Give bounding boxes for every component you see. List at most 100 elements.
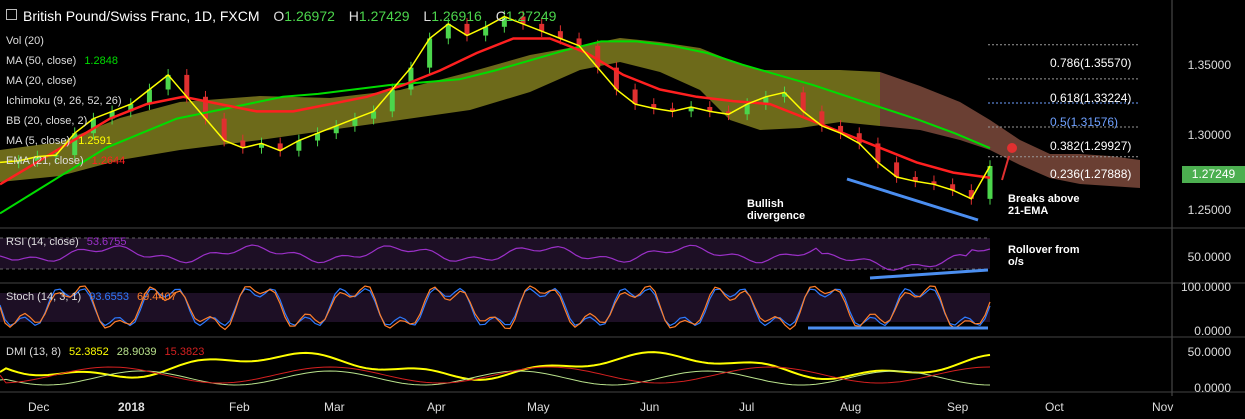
candle-body (184, 74, 190, 97)
indicator-label: MA (5, close) (6, 135, 71, 147)
annotation-line: Breaks above (1008, 193, 1080, 205)
x-label: 2018 (118, 400, 145, 414)
indicator-label: EMA (21, close) (6, 155, 84, 167)
rsi-band (0, 238, 990, 269)
dmi-minus-line (0, 366, 991, 384)
dmi-adx-value: 52.3852 (69, 346, 109, 358)
candle-body (595, 45, 601, 68)
candle-body (725, 111, 731, 115)
candle-body (576, 38, 582, 46)
candle-body (483, 26, 489, 36)
indicator-value: 1.2591 (78, 135, 112, 147)
dmi-legend[interactable]: DMI (13, 8) 52.3852 28.9039 15.3823 (6, 346, 204, 358)
dmi-tick: 50.0000 (1187, 345, 1231, 359)
indicator-value: 1.2848 (84, 55, 118, 67)
annotation-bullish-divergence: Bullish divergence (747, 198, 805, 222)
candle-body (221, 118, 227, 141)
x-label: May (527, 400, 550, 414)
fib-label: 0.5(1.31576) (1050, 115, 1119, 129)
candle-body (277, 143, 283, 151)
candle-body (128, 104, 134, 112)
fib-label: 0.382(1.29927) (1050, 139, 1132, 153)
candle-body (90, 118, 96, 134)
annotation-line: Bullish (747, 198, 784, 210)
collapse-icon[interactable] (6, 9, 17, 20)
candle-body (950, 184, 956, 191)
indicator-ma20[interactable]: MA (20, close) (6, 75, 76, 87)
chart-title: British Pound/Swiss Franc, 1D, FXCM (23, 8, 260, 24)
candle-body (333, 125, 339, 134)
candle-body (800, 92, 806, 112)
indicator-bb[interactable]: BB (20, close, 2) (6, 115, 87, 127)
dmi-minus-value: 15.3823 (164, 346, 205, 358)
annotation-line: o/s (1008, 256, 1024, 268)
stoch-legend[interactable]: Stoch (14, 3, 1) 93.6553 69.4407 (6, 291, 177, 303)
candle-body (539, 23, 545, 32)
ohlc-close-label: C (495, 8, 506, 24)
rsi-label: RSI (14, close) (6, 236, 79, 248)
candle-body (72, 133, 78, 156)
candle-body (389, 89, 395, 112)
dmi-plus-line (0, 370, 991, 386)
ema21-line (0, 37, 991, 186)
target-arrow (1001, 155, 1010, 181)
candle-body (763, 96, 769, 105)
indicator-label: BB (20, close, 2) (6, 115, 88, 127)
candle-body (968, 190, 974, 199)
indicator-vol[interactable]: Vol (20) (6, 35, 44, 47)
candle-body (371, 111, 377, 119)
ichimoku-cloud-bull (0, 38, 880, 182)
price-tick: 1.25000 (1187, 203, 1231, 217)
annotation-breaks-ema: Breaks above 21-EMA (1008, 193, 1080, 217)
dmi-adx-line (0, 351, 991, 381)
candle-body (669, 108, 675, 112)
candle-body (427, 38, 433, 68)
candle-body (707, 106, 713, 112)
x-label: Jun (640, 400, 660, 414)
ohlc-high-label: H (348, 8, 359, 24)
indicator-ema21[interactable]: EMA (21, close) 1.2644 (6, 155, 125, 167)
last-price-tag: 1.27249 (1182, 166, 1245, 183)
stoch-tick: 100.0000 (1180, 280, 1231, 294)
ohlc-open-value: 1.26972 (284, 8, 335, 24)
rsi-divergence-line (869, 268, 989, 280)
candle-body (501, 16, 507, 27)
candle-body (782, 92, 788, 97)
fib-label: 0.786(1.35570) (1050, 56, 1132, 70)
annotation-line: divergence (747, 210, 806, 222)
ma5-line (0, 15, 991, 200)
ohlc-low-value: 1.26916 (431, 8, 482, 24)
stoch-d-value: 69.4407 (136, 291, 177, 303)
candle-body (744, 104, 750, 115)
ma50-line (0, 40, 991, 215)
indicator-ma50[interactable]: MA (50, close) 1.2848 (6, 55, 118, 67)
rsi-value: 53.6755 (86, 236, 127, 248)
candle-body (875, 143, 881, 163)
indicator-ma5[interactable]: MA (5, close) 1.2591 (6, 135, 112, 147)
candle-body (146, 89, 152, 105)
x-label: Sep (947, 400, 969, 414)
target-marker (1007, 143, 1017, 153)
candle-body (296, 140, 302, 151)
rsi-line (0, 244, 991, 271)
x-label: Apr (427, 400, 446, 414)
chart-header: British Pound/Swiss Franc, 1D, FXCM O1.2… (6, 8, 556, 24)
x-label: Feb (229, 400, 250, 414)
rsi-legend[interactable]: RSI (14, close) 53.6755 (6, 236, 127, 248)
candle-body (240, 140, 246, 148)
candle-body (315, 133, 321, 141)
x-label: Dec (28, 400, 50, 414)
indicator-ichimoku[interactable]: Ichimoku (9, 26, 52, 26) (6, 95, 122, 107)
price-tick: 1.30000 (1187, 128, 1231, 142)
rsi-tick: 50.0000 (1187, 250, 1231, 264)
annotation-rollover: Rollover from o/s (1008, 244, 1080, 268)
candle-body (688, 106, 694, 112)
indicator-label: Ichimoku (9, 26, 52, 26) (6, 95, 122, 107)
candle-body (445, 23, 451, 39)
candle-body (520, 16, 526, 24)
dmi-label: DMI (13, 8) (6, 346, 62, 358)
candle-body (931, 181, 937, 185)
candle-body (651, 104, 657, 109)
